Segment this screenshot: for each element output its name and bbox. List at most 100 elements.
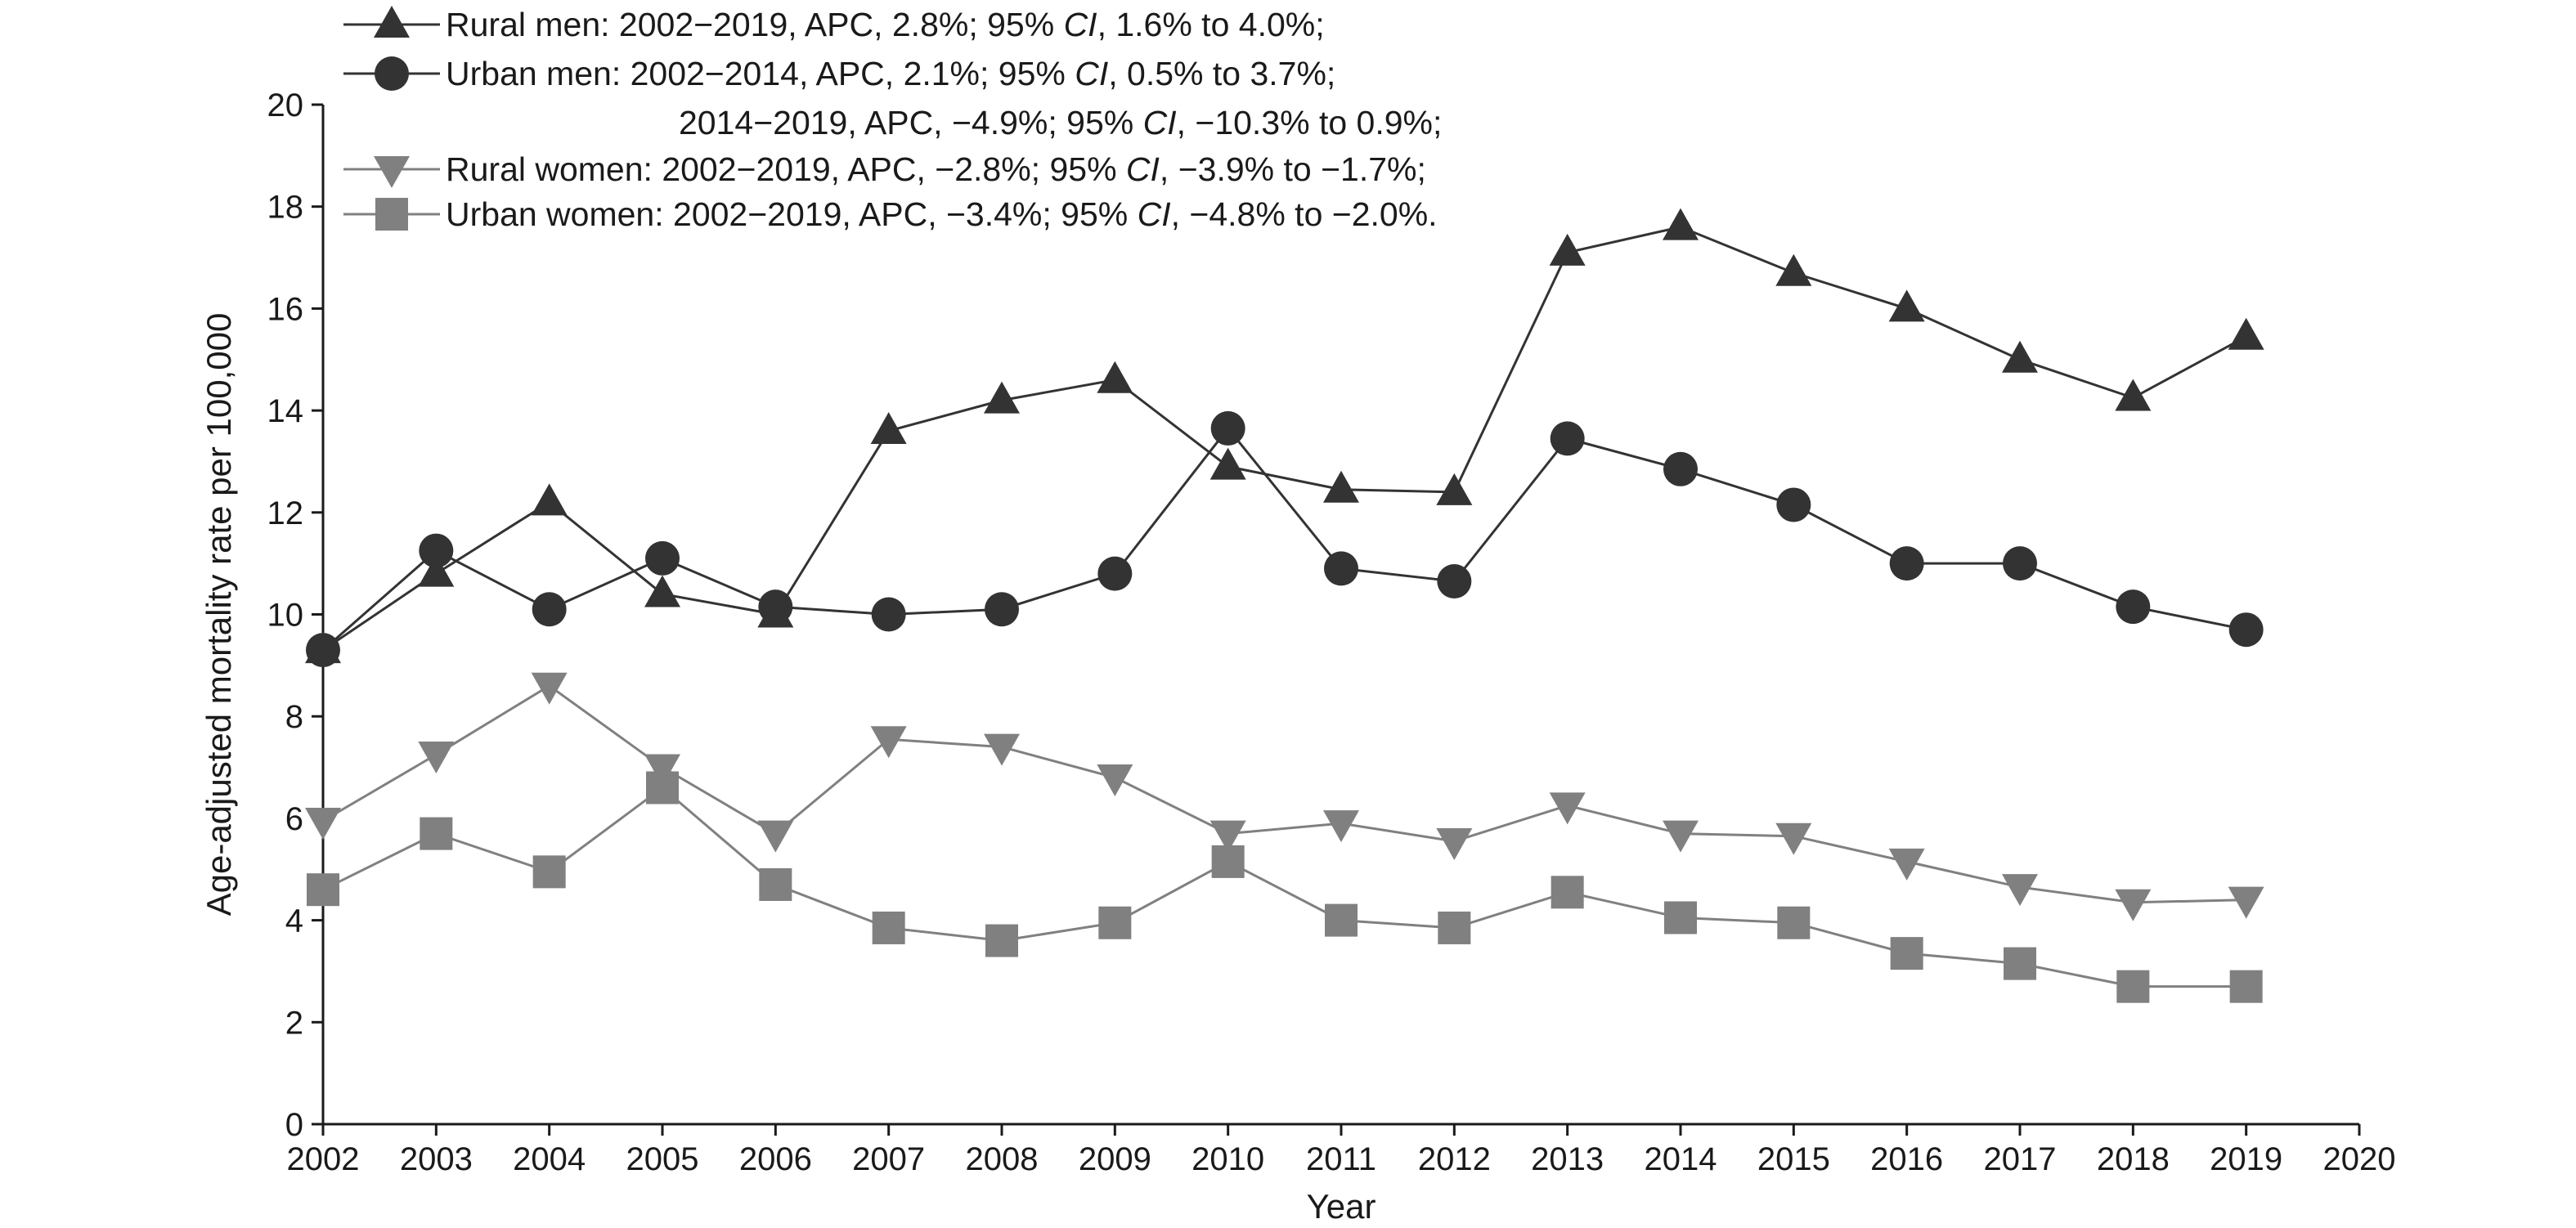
series-line-urban-women xyxy=(322,786,2246,988)
data-point-rural-men xyxy=(1549,233,1586,266)
x-tick-label: 2017 xyxy=(1984,1141,2057,1177)
data-point-urban-men xyxy=(1663,451,1698,486)
x-axis-title: Year xyxy=(1307,1187,1376,1226)
data-point-rural-women xyxy=(1663,820,1699,853)
x-tick-label: 2008 xyxy=(966,1141,1039,1177)
data-point-urban-women xyxy=(872,911,905,944)
data-point-rural-men xyxy=(1209,447,1246,480)
legend-marker xyxy=(374,6,410,38)
data-point-urban-men xyxy=(1097,556,1133,591)
data-point-rural-men xyxy=(531,483,568,516)
legend-marker xyxy=(375,56,409,91)
x-tick-label: 2004 xyxy=(513,1141,586,1177)
data-point-urban-men xyxy=(1437,563,1472,598)
data-point-urban-men xyxy=(2116,589,2151,625)
data-point-urban-women xyxy=(1890,937,1923,970)
y-tick-label: 16 xyxy=(267,291,304,327)
series-rural-men xyxy=(305,208,2264,664)
data-point-urban-men xyxy=(2228,612,2264,648)
data-point-urban-men xyxy=(2003,546,2037,581)
data-point-urban-women xyxy=(2229,970,2263,1003)
legend-marker xyxy=(374,156,410,188)
data-point-urban-women xyxy=(985,924,1018,957)
data-point-rural-women xyxy=(984,733,1020,766)
y-tick-label: 8 xyxy=(285,699,303,735)
data-point-urban-women xyxy=(2004,947,2036,980)
x-tick-label: 2016 xyxy=(1870,1141,1943,1177)
data-point-urban-women xyxy=(1438,911,1471,944)
data-point-rural-men xyxy=(1663,208,1699,240)
data-point-rural-women xyxy=(1436,827,1473,860)
x-tick-label: 2018 xyxy=(2097,1141,2170,1177)
data-point-urban-women xyxy=(532,855,566,889)
legend-label: Rural women: 2002−2019, APC, −2.8%; 95% … xyxy=(446,150,1426,188)
data-point-rural-men xyxy=(305,631,341,664)
legend-item: Rural men: 2002−2019, APC, 2.8%; 95% CI,… xyxy=(343,6,1325,43)
data-point-rural-women xyxy=(1209,820,1246,853)
data-point-rural-women xyxy=(870,726,907,759)
data-point-rural-men xyxy=(1436,473,1473,505)
data-point-rural-men xyxy=(2228,317,2264,350)
legend: Rural men: 2002−2019, APC, 2.8%; 95% CI,… xyxy=(343,6,1442,233)
x-tick-label: 2006 xyxy=(739,1141,812,1177)
data-point-rural-men xyxy=(870,412,907,445)
data-point-rural-men xyxy=(984,381,1020,414)
series-urban-men xyxy=(306,410,2264,668)
x-tick-label: 2003 xyxy=(400,1141,473,1177)
data-point-urban-men xyxy=(645,540,680,576)
data-point-rural-men xyxy=(1323,470,1359,503)
data-point-urban-men xyxy=(532,592,567,627)
data-point-rural-women xyxy=(1888,848,1925,881)
x-axis-ticks: 2002 2003 2004 2005 2006 2007 2008 2009 2010 2011… xyxy=(287,1124,2396,1177)
data-point-urban-men xyxy=(1324,551,1358,586)
data-point-urban-women xyxy=(2116,970,2150,1003)
data-point-urban-women xyxy=(420,817,453,850)
data-point-urban-women xyxy=(307,873,339,907)
legend-item: Urban men: 2002−2014, APC, 2.1%; 95% CI,… xyxy=(343,55,1442,141)
x-tick-label: 2010 xyxy=(1192,1141,1264,1177)
data-point-urban-men xyxy=(1210,410,1245,446)
data-point-rural-women xyxy=(1323,810,1359,843)
data-point-rural-women xyxy=(418,741,455,773)
series-line-rural-women xyxy=(322,683,2246,904)
data-point-urban-women xyxy=(1325,903,1358,937)
y-tick-label: 14 xyxy=(267,393,304,429)
series-rural-women xyxy=(305,672,2264,921)
legend-item: Urban women: 2002−2019, APC, −3.4%; 95% … xyxy=(343,195,1438,233)
x-tick-label: 2011 xyxy=(1306,1141,1376,1177)
data-point-urban-women xyxy=(759,867,792,901)
data-point-urban-women xyxy=(1777,906,1811,939)
series-line-rural-men xyxy=(322,226,2247,652)
data-point-rural-men xyxy=(418,554,455,587)
data-point-urban-women xyxy=(1551,876,1584,909)
x-tick-label: 2002 xyxy=(287,1141,360,1177)
y-tick-label: 0 xyxy=(285,1107,303,1143)
data-point-rural-men xyxy=(2002,340,2038,373)
legend-label: Rural men: 2002−2019, APC, 2.8%; 95% CI,… xyxy=(446,6,1325,43)
data-point-rural-women xyxy=(1097,764,1133,797)
data-point-rural-men xyxy=(1888,289,1925,322)
data-point-rural-men xyxy=(1097,361,1133,393)
data-point-urban-women xyxy=(1664,901,1697,934)
data-point-rural-women xyxy=(644,754,680,787)
data-point-urban-men xyxy=(985,592,1019,627)
x-tick-label: 2020 xyxy=(2323,1141,2396,1177)
x-tick-label: 2015 xyxy=(1757,1141,1830,1177)
y-axis-title: Age-adjusted mortality rate per 100,000 xyxy=(200,313,238,917)
data-point-rural-men xyxy=(757,595,794,628)
y-tick-label: 12 xyxy=(267,495,304,531)
data-point-urban-men xyxy=(1889,546,1924,581)
data-point-rural-women xyxy=(1549,792,1586,825)
x-tick-label: 2007 xyxy=(852,1141,925,1177)
data-point-urban-men xyxy=(419,533,454,568)
data-point-urban-men xyxy=(871,597,906,632)
y-tick-label: 18 xyxy=(267,190,304,226)
legend-label: Urban men: 2002−2014, APC, 2.1%; 95% CI,… xyxy=(446,55,1335,92)
data-point-rural-men xyxy=(1775,253,1812,286)
y-tick-label: 10 xyxy=(267,598,304,634)
x-tick-label: 2014 xyxy=(1645,1141,1717,1177)
data-point-rural-women xyxy=(2115,889,2152,921)
data-point-rural-women xyxy=(757,820,794,853)
legend-item: Rural women: 2002−2019, APC, −2.8%; 95% … xyxy=(343,150,1426,188)
